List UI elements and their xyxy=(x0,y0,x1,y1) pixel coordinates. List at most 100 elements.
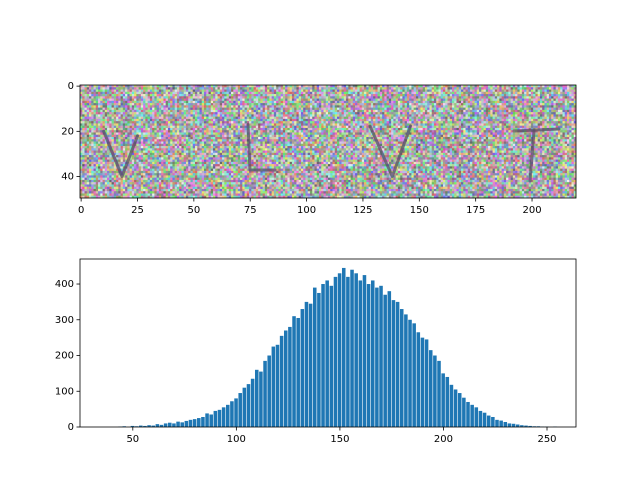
pixel xyxy=(366,112,369,115)
pixel xyxy=(244,134,248,138)
pixel xyxy=(95,134,99,138)
pixel xyxy=(86,94,90,97)
pixel xyxy=(546,116,550,120)
pixel xyxy=(213,121,216,124)
pixel xyxy=(472,89,475,93)
pixel xyxy=(456,127,460,131)
pixel xyxy=(339,100,342,104)
pixel xyxy=(249,103,252,106)
pixel xyxy=(95,116,99,120)
pixel xyxy=(287,130,290,133)
pixel xyxy=(104,87,108,90)
pixel xyxy=(361,85,365,88)
pixel xyxy=(332,109,336,113)
pixel xyxy=(539,107,543,111)
pixel xyxy=(145,105,148,108)
pixel xyxy=(539,118,543,122)
pixel xyxy=(530,118,534,122)
pixel xyxy=(544,118,547,122)
pixel xyxy=(328,107,331,111)
pixel xyxy=(237,118,241,122)
pixel xyxy=(136,130,139,133)
pixel xyxy=(411,116,414,120)
pixel xyxy=(373,116,376,120)
pixel xyxy=(364,125,367,129)
pixel xyxy=(215,89,218,93)
pixel xyxy=(497,112,500,115)
pixel xyxy=(530,112,534,115)
pixel xyxy=(433,134,437,138)
pixel xyxy=(562,109,566,113)
pixel xyxy=(249,98,252,102)
pixel xyxy=(282,87,286,90)
pixel xyxy=(481,132,484,136)
pixel xyxy=(93,85,97,88)
pixel xyxy=(285,112,288,115)
pixel xyxy=(553,89,556,93)
pixel xyxy=(194,96,198,99)
pixel xyxy=(136,125,139,129)
pixel xyxy=(206,114,209,117)
pixel xyxy=(206,105,209,108)
pixel xyxy=(156,98,160,102)
pixel xyxy=(194,103,198,106)
pixel xyxy=(240,116,243,120)
pixel xyxy=(517,114,520,117)
pixel xyxy=(472,114,475,117)
pixel xyxy=(210,105,214,108)
pixel xyxy=(219,130,223,133)
pixel xyxy=(219,100,223,104)
pixel xyxy=(456,96,460,99)
pixel xyxy=(569,103,572,106)
pixel xyxy=(129,134,133,138)
pixel xyxy=(364,87,367,90)
pixel xyxy=(222,123,225,126)
pixel xyxy=(508,125,511,129)
pixel xyxy=(490,107,493,111)
pixel xyxy=(481,94,484,97)
pixel xyxy=(210,118,214,122)
pixel xyxy=(176,105,180,108)
pixel xyxy=(402,91,405,95)
pixel xyxy=(127,103,130,106)
pixel xyxy=(172,85,175,88)
pixel xyxy=(255,109,259,113)
pixel xyxy=(278,91,281,95)
pixel xyxy=(179,91,182,95)
pixel xyxy=(494,103,498,106)
pixel xyxy=(303,96,306,99)
pixel xyxy=(86,103,90,106)
pixel xyxy=(436,123,439,126)
pixel xyxy=(104,91,108,95)
pixel xyxy=(156,127,160,131)
pixel xyxy=(140,127,144,131)
pixel xyxy=(93,107,97,111)
pixel xyxy=(287,85,290,88)
pixel xyxy=(573,132,577,136)
pixel xyxy=(564,98,568,102)
pixel xyxy=(375,96,378,99)
pixel xyxy=(113,116,117,120)
pixel xyxy=(366,94,369,97)
pixel xyxy=(377,127,381,131)
pixel xyxy=(479,89,482,93)
pixel xyxy=(454,121,457,124)
pixel xyxy=(312,112,315,115)
pixel xyxy=(492,109,496,113)
pixel xyxy=(481,103,484,106)
pixel xyxy=(341,96,345,99)
pixel xyxy=(465,121,469,124)
pixel xyxy=(91,118,94,122)
pixel xyxy=(80,123,83,126)
pixel xyxy=(253,118,257,122)
pixel xyxy=(113,114,117,117)
pixel xyxy=(231,116,234,120)
pixel xyxy=(339,96,342,99)
pixel xyxy=(364,116,367,120)
pixel xyxy=(526,103,529,106)
pixel xyxy=(373,127,376,131)
pixel xyxy=(246,112,250,115)
pixel xyxy=(521,96,525,99)
pixel xyxy=(208,123,212,126)
pixel xyxy=(197,134,200,138)
